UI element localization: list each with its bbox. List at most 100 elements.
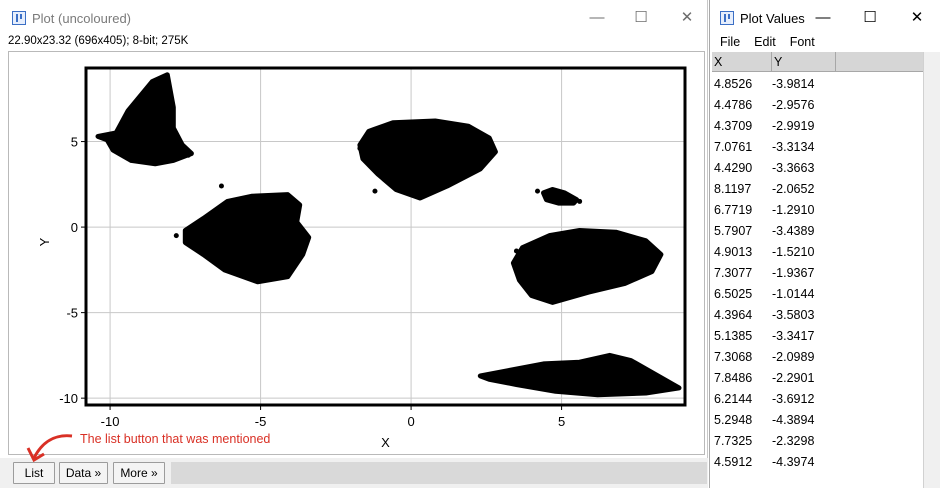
y-tick-label: 0 <box>71 220 78 235</box>
values-table[interactable]: 4.8526 -3.9814 4.4786 -2.9576 4.3709 -2.9919 7… <box>712 74 923 488</box>
cell-x: 7.8486 <box>714 371 753 385</box>
table-row[interactable]: 7.8486 -2.2901 <box>712 368 923 389</box>
cell-y: -4.3894 <box>772 413 815 427</box>
vertical-scrollbar[interactable] <box>923 52 940 488</box>
table-row[interactable]: 7.0761 -3.3134 <box>712 137 923 158</box>
data-point <box>218 183 224 189</box>
values-window-title: Plot Values <box>740 10 805 26</box>
cell-x: 4.9013 <box>714 245 753 259</box>
table-row[interactable]: 7.3077 -1.9367 <box>712 263 923 284</box>
minimize-icon[interactable]: — <box>815 9 831 26</box>
cell-x: 4.8526 <box>714 77 753 91</box>
close-icon[interactable]: ✕ <box>680 9 694 26</box>
data-point-cluster <box>182 192 312 285</box>
table-row[interactable]: 4.9013 -1.5210 <box>712 242 923 263</box>
table-row[interactable]: 6.2144 -3.6912 <box>712 389 923 410</box>
table-row[interactable]: 6.7719 -1.2910 <box>712 200 923 221</box>
cell-x: 4.4786 <box>714 98 753 112</box>
maximize-icon[interactable]: ☐ <box>634 9 648 26</box>
table-row[interactable]: 5.1385 -3.3417 <box>712 326 923 347</box>
x-tick-label: -5 <box>255 414 267 429</box>
table-row[interactable]: 4.4290 -3.3663 <box>712 158 923 179</box>
annotation-text: The list button that was mentioned <box>80 432 271 446</box>
table-row[interactable]: 6.5025 -1.0144 <box>712 284 923 305</box>
values-menubar: File Edit Font <box>710 32 940 52</box>
plot-values-window: Plot Values — ☐ ✕ File Edit Font X Y 4.8… <box>709 0 940 488</box>
cell-y: -2.0989 <box>772 350 815 364</box>
maximize-icon[interactable]: ☐ <box>863 9 877 26</box>
cell-y: -2.0652 <box>772 182 815 196</box>
cell-x: 4.3709 <box>714 119 753 133</box>
table-row[interactable]: 4.3964 -3.5803 <box>712 305 923 326</box>
cell-x: 7.0761 <box>714 140 753 154</box>
data-point-cluster <box>95 72 194 167</box>
cell-y: -2.3298 <box>772 434 815 448</box>
data-point <box>535 188 541 194</box>
x-tick-label: 5 <box>558 414 565 429</box>
cell-x: 5.7907 <box>714 224 753 238</box>
cell-y: -1.5210 <box>772 245 815 259</box>
cell-y: -2.9919 <box>772 119 815 133</box>
plot-window-title: Plot (uncoloured) <box>32 10 131 26</box>
cell-x: 6.5025 <box>714 287 753 301</box>
table-row[interactable]: 5.7907 -3.4389 <box>712 221 923 242</box>
plot-titlebar[interactable]: Plot (uncoloured) <box>0 0 707 36</box>
scatter-plot: -10 -5 0 5 5 0 -5 -10 X Y <box>37 66 687 450</box>
minimize-icon[interactable]: — <box>589 9 605 26</box>
cell-x: 4.3964 <box>714 308 753 322</box>
more-button[interactable]: More » <box>113 462 165 484</box>
table-header: X Y <box>712 52 923 72</box>
data-point <box>173 233 179 239</box>
data-button[interactable]: Data » <box>59 462 108 484</box>
cell-x: 5.1385 <box>714 329 753 343</box>
table-row[interactable]: 8.1197 -2.0652 <box>712 179 923 200</box>
x-axis-label: X <box>381 435 390 450</box>
data-point-cluster <box>541 187 580 206</box>
cell-x: 7.3068 <box>714 350 753 364</box>
data-point <box>486 139 492 145</box>
table-row[interactable]: 4.4786 -2.9576 <box>712 95 923 116</box>
cell-x: 6.7719 <box>714 203 753 217</box>
data-point <box>357 145 363 151</box>
data-point <box>101 135 107 141</box>
list-button[interactable]: List <box>13 462 55 484</box>
table-row[interactable]: 4.8526 -3.9814 <box>712 74 923 95</box>
status-strip <box>171 462 707 484</box>
y-tick-label: -5 <box>66 306 78 321</box>
column-header-y[interactable]: Y <box>772 52 836 72</box>
menu-file[interactable]: File <box>720 35 741 49</box>
plot-info-text: 22.90x23.32 (696x405); 8-bit; 275K <box>8 35 189 47</box>
values-titlebar[interactable]: Plot Values <box>710 0 940 36</box>
imagej-window-icon <box>720 11 734 25</box>
close-icon[interactable]: ✕ <box>910 9 924 26</box>
table-row[interactable]: 4.3709 -2.9919 <box>712 116 923 137</box>
table-row[interactable]: 4.5912 -4.3974 <box>712 452 923 473</box>
menu-edit[interactable]: Edit <box>754 35 776 49</box>
y-axis-label: Y <box>37 237 52 246</box>
x-tick-label: 0 <box>407 414 414 429</box>
cell-x: 4.5912 <box>714 455 753 469</box>
menu-font[interactable]: Font <box>789 35 815 49</box>
table-row[interactable]: 5.2948 -4.3894 <box>712 410 923 431</box>
imagej-window-icon <box>12 11 26 25</box>
cell-y: -1.9367 <box>772 266 815 280</box>
column-header-x[interactable]: X <box>712 52 772 72</box>
cell-y: -1.0144 <box>772 287 815 301</box>
table-row[interactable]: 7.3068 -2.0989 <box>712 347 923 368</box>
x-tick-label: -10 <box>101 414 120 429</box>
data-point-cluster <box>510 228 664 305</box>
data-point <box>297 241 303 247</box>
y-tick-label: 5 <box>71 135 78 150</box>
cell-y: -3.9814 <box>772 77 815 91</box>
cell-x: 4.4290 <box>714 161 753 175</box>
plot-canvas[interactable]: -10 -5 0 5 5 0 -5 -10 X Y <box>8 51 705 455</box>
data-point-cluster <box>477 352 682 398</box>
cell-y: -2.2901 <box>772 371 815 385</box>
table-row[interactable]: 7.7325 -2.3298 <box>712 431 923 452</box>
data-point <box>667 381 673 387</box>
data-point <box>577 198 583 204</box>
cell-x: 7.7325 <box>714 434 753 448</box>
cell-y: -3.3134 <box>772 140 815 154</box>
cell-y: -3.3417 <box>772 329 815 343</box>
data-point <box>185 152 191 158</box>
